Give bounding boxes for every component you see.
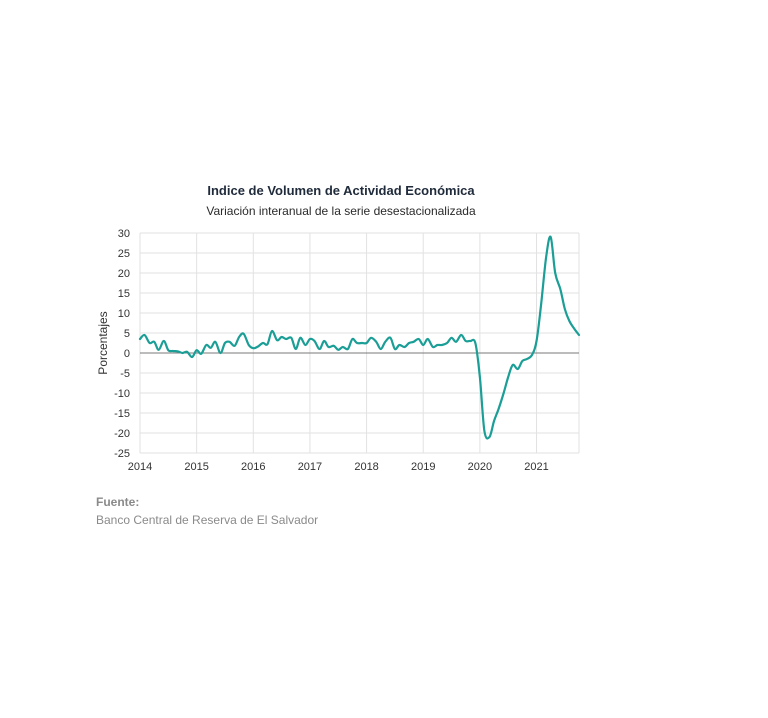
y-tick-label: 15 [118, 288, 130, 300]
y-tick-label: -5 [120, 368, 130, 380]
series-line-ivae [138, 235, 581, 440]
x-tick-label: 2018 [354, 461, 378, 473]
y-tick-label: 25 [118, 248, 130, 260]
y-tick-label: -25 [114, 448, 130, 460]
y-tick-label: -10 [114, 388, 130, 400]
y-tick-label: 30 [118, 228, 130, 240]
x-tick-label: 2016 [241, 461, 265, 473]
x-tick-label: 2019 [411, 461, 435, 473]
x-tick-label: 2015 [184, 461, 208, 473]
source-text: Banco Central de Reserva de El Salvador [96, 513, 319, 527]
y-axis-label: Porcentajes [96, 311, 110, 374]
y-tick-label: 0 [124, 348, 130, 360]
y-tick-label: 10 [118, 308, 130, 320]
x-tick-label: 2020 [468, 461, 492, 473]
x-axis-ticks: 2014 2015 2016 2017 2018 2019 2020 2021 [128, 461, 549, 473]
y-tick-label: -20 [114, 428, 130, 440]
y-tick-label: -15 [114, 408, 130, 420]
y-axis-ticks: 30 25 20 15 10 5 0 -5 -10 -15 -20 -25 [114, 228, 130, 460]
x-tick-label: 2014 [128, 461, 152, 473]
chart-title: Indice de Volumen de Actividad Económica [207, 183, 475, 198]
x-tick-label: 2017 [298, 461, 322, 473]
x-tick-label: 2021 [524, 461, 548, 473]
y-tick-label: 5 [124, 328, 130, 340]
y-tick-label: 20 [118, 268, 130, 280]
chart-subtitle: Variación interanual de la serie desesta… [206, 204, 476, 218]
source-label: Fuente: [96, 495, 140, 509]
